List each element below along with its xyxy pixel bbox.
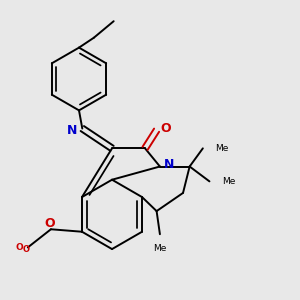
Text: O: O xyxy=(160,122,171,135)
Text: N: N xyxy=(67,124,77,137)
Text: N: N xyxy=(164,158,174,171)
Text: Me: Me xyxy=(215,144,229,153)
Text: Me: Me xyxy=(222,177,236,186)
Text: O: O xyxy=(44,217,55,230)
Text: O: O xyxy=(16,243,23,252)
Text: Me: Me xyxy=(153,244,167,253)
Text: O: O xyxy=(23,244,30,253)
